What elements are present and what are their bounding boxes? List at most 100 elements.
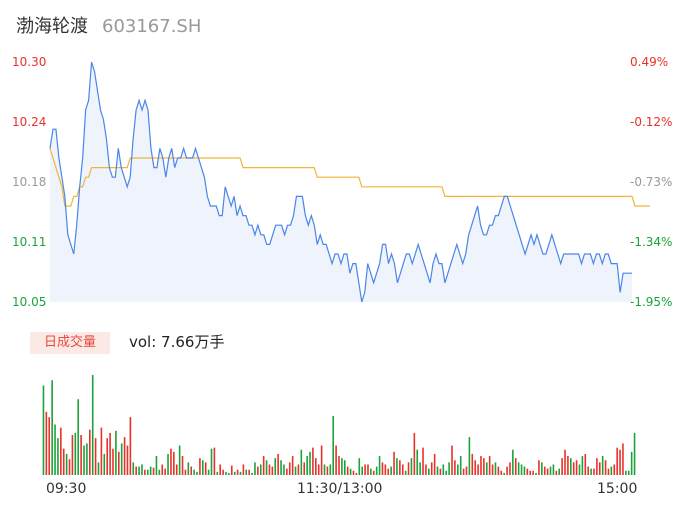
volume-bar <box>135 466 137 475</box>
volume-bar <box>60 427 62 475</box>
volume-bar <box>352 470 355 475</box>
volume-bar <box>57 438 59 475</box>
volume-bar <box>216 471 219 475</box>
volume-bar <box>164 468 166 475</box>
volume-bar <box>83 445 85 475</box>
volume-bar <box>561 458 563 475</box>
stock-header: 渤海轮渡 603167.SH <box>16 12 201 40</box>
volume-bar <box>541 462 543 475</box>
volume-bar <box>483 458 485 475</box>
volume-bar <box>71 435 74 475</box>
volume-bar <box>184 469 187 475</box>
volume-bar <box>190 466 193 475</box>
volume-bar <box>538 460 540 475</box>
volume-bar <box>442 464 445 475</box>
volume-bar <box>68 459 71 475</box>
volume-bar <box>170 448 172 475</box>
volume-bar <box>149 466 152 475</box>
volume-bar <box>555 470 558 475</box>
volume-bar <box>448 462 450 475</box>
volume-bar <box>178 445 181 475</box>
volume-bar <box>280 460 282 475</box>
volume-bar <box>173 451 175 475</box>
volume-bar <box>144 469 146 475</box>
volume-bar <box>422 447 424 475</box>
volume-bar <box>616 447 618 475</box>
time-label-midday: 11:30/13:00 <box>297 481 383 497</box>
volume-bar <box>587 466 589 475</box>
volume-bar <box>161 464 164 475</box>
volume-bar <box>317 464 320 475</box>
volume-bar <box>474 460 476 475</box>
volume-bar <box>288 462 291 475</box>
volume-bar <box>300 449 303 475</box>
volume-bar <box>97 462 100 475</box>
volume-bar <box>425 464 427 475</box>
volume-bar <box>291 456 294 475</box>
volume-bar <box>477 464 479 475</box>
volume-bar <box>306 456 308 475</box>
volume-bar <box>152 467 155 475</box>
volume-bar <box>254 462 256 475</box>
volume-bar <box>378 456 381 475</box>
volume-bar <box>596 458 598 475</box>
pct-tick-label: -1.34% <box>630 235 672 249</box>
volume-bar <box>567 456 569 475</box>
pct-tick-label: -1.95% <box>630 295 672 309</box>
volume-bar <box>297 464 300 475</box>
volume-bar <box>413 432 416 475</box>
volume-bar <box>277 453 279 475</box>
volume-bar <box>396 458 398 475</box>
volume-bar <box>213 447 216 475</box>
volume-bar <box>364 464 366 475</box>
volume-bar <box>601 456 604 475</box>
volume-bar <box>265 460 268 475</box>
volume-bar <box>155 456 158 475</box>
volume-bar <box>262 456 265 475</box>
time-label-open: 09:30 <box>46 481 87 497</box>
volume-bar <box>268 464 271 475</box>
volume-bar <box>54 424 56 475</box>
volume-bar <box>115 430 117 475</box>
volume-bar <box>230 465 233 475</box>
volume-bar <box>283 464 285 475</box>
volume-bar <box>529 470 532 475</box>
volume-bar <box>404 470 407 475</box>
volume-bar <box>491 464 494 475</box>
volume-bar <box>80 435 82 475</box>
volume-bar <box>523 466 526 475</box>
volume-bar <box>578 464 581 475</box>
volume-bar <box>146 469 149 475</box>
volume-bar <box>497 466 500 475</box>
volume-bar <box>120 443 123 475</box>
volume-bar <box>480 456 482 475</box>
volume-bar <box>552 464 555 475</box>
volume-bar <box>106 438 108 475</box>
volume-bar <box>387 468 390 475</box>
volume-bar <box>570 458 572 475</box>
volume-bar <box>326 466 329 475</box>
volume-bar <box>625 470 627 475</box>
volume-bar <box>407 462 410 475</box>
volume-bar <box>62 448 65 475</box>
volume-bar <box>401 464 404 475</box>
volume-bar <box>416 449 419 475</box>
volume-bar <box>100 427 103 475</box>
price-tick-label: 10.18 <box>12 175 46 189</box>
volume-bar <box>117 451 120 475</box>
volume-bar <box>372 470 375 475</box>
volume-bar <box>512 449 514 475</box>
volume-bar <box>294 466 297 475</box>
volume-bar <box>51 380 53 475</box>
volume-bar <box>535 472 537 475</box>
volume-bar <box>335 445 337 475</box>
volume-bar <box>622 443 624 475</box>
volume-bar <box>48 417 51 475</box>
volume-bar <box>239 471 242 475</box>
volume-bar <box>126 445 129 475</box>
avg-price-line <box>49 148 650 207</box>
volume-bar <box>91 375 94 475</box>
volume-bar <box>500 470 503 475</box>
volume-bar <box>103 453 106 475</box>
volume-bar <box>393 451 395 475</box>
